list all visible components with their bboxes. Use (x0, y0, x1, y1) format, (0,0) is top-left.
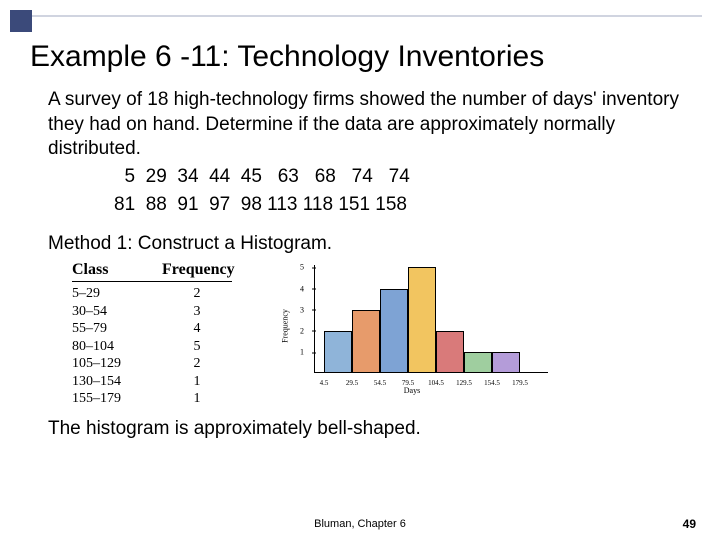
x-tick: 79.5 (402, 379, 414, 387)
table-row: 130–1541 (72, 373, 232, 391)
page-title: Example 6 -11: Technology Inventories (30, 40, 692, 74)
figure-area: Class Frequency 5–292 30–543 55–794 80–1… (72, 261, 692, 408)
table-header-freq: Frequency (162, 261, 232, 279)
y-axis (314, 265, 315, 373)
table-row: 105–1292 (72, 355, 232, 373)
y-tick: 4 (300, 284, 304, 293)
histogram-bar (408, 267, 436, 373)
table-row: 80–1045 (72, 338, 232, 356)
histogram-bar (492, 352, 520, 373)
data-values-row1: 5 29 34 44 45 63 68 74 74 (114, 164, 692, 190)
histogram-bar (352, 310, 380, 374)
table-header-row: Class Frequency (72, 261, 232, 282)
data-values-row2: 81 88 91 97 98 113 118 151 158 (114, 192, 692, 218)
intro-paragraph: A survey of 18 high-technology firms sho… (48, 88, 682, 162)
y-tick: 5 (300, 263, 304, 272)
y-tick: 1 (300, 348, 304, 357)
histogram-bar (436, 331, 464, 373)
slide-accent-line (32, 15, 702, 17)
histogram-bar (380, 289, 408, 374)
slide-accent-square (10, 10, 32, 32)
histogram-bar (324, 331, 352, 373)
footer-citation: Bluman, Chapter 6 (0, 518, 720, 530)
x-axis-label: Days (404, 386, 420, 395)
x-tick: 54.5 (374, 379, 386, 387)
method-heading: Method 1: Construct a Histogram. (48, 233, 692, 255)
histogram-bar (464, 352, 492, 373)
page-number: 49 (683, 517, 696, 531)
table-header-class: Class (72, 261, 134, 279)
table-row: 30–543 (72, 303, 232, 321)
x-tick: 129.5 (456, 379, 472, 387)
table-row: 5–292 (72, 285, 232, 303)
table-row: 155–1791 (72, 390, 232, 408)
y-tick: 2 (300, 326, 304, 335)
x-tick: 4.5 (320, 379, 329, 387)
x-tick: 29.5 (346, 379, 358, 387)
frequency-table: Class Frequency 5–292 30–543 55–794 80–1… (72, 261, 232, 408)
x-tick: 154.5 (484, 379, 500, 387)
conclusion-text: The histogram is approximately bell-shap… (48, 418, 692, 440)
y-axis-label: Frequency (280, 309, 289, 343)
y-tick: 3 (300, 305, 304, 314)
x-tick: 179.5 (512, 379, 528, 387)
x-tick: 104.5 (428, 379, 444, 387)
histogram-chart: Frequency Days 123454.529.554.579.5104.5… (272, 261, 552, 391)
table-row: 55–794 (72, 320, 232, 338)
